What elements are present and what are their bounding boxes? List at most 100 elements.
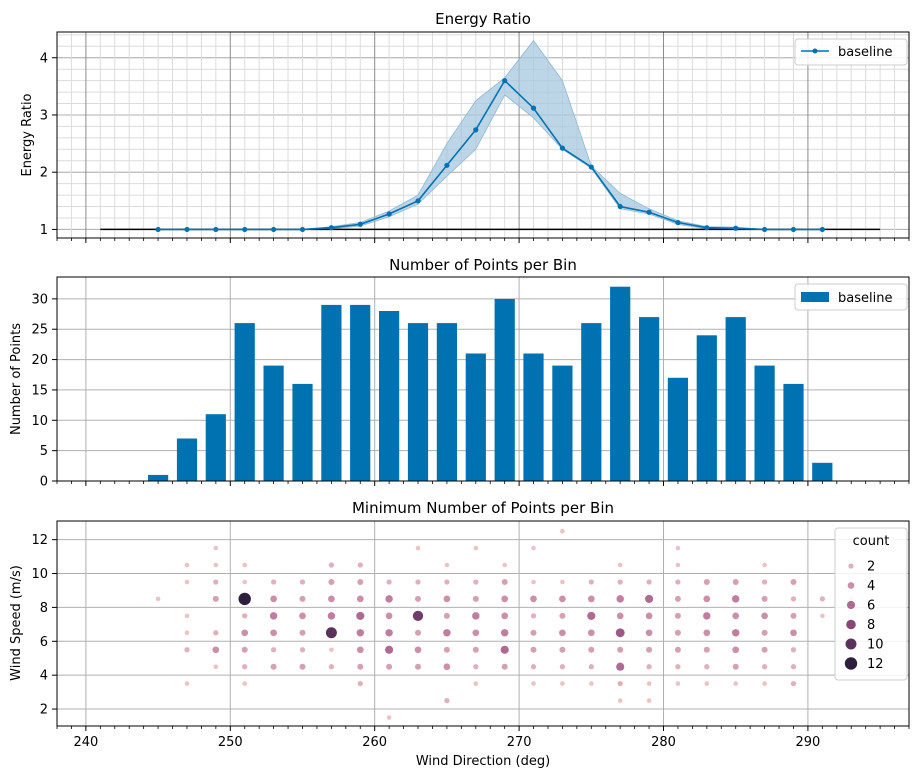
scatter-point — [213, 664, 219, 669]
scatter-point — [617, 579, 623, 585]
scatter-point — [443, 629, 451, 637]
scatter-point — [386, 715, 392, 720]
min-points-ylabel: Wind Speed (m/s) — [9, 565, 24, 681]
scatter-point — [299, 629, 306, 636]
scatter-point — [443, 646, 450, 653]
points-per-bin-yticks: 0 5 10 15 20 25 30 — [31, 292, 57, 490]
scatter-point — [560, 681, 565, 686]
scatter-point — [242, 562, 247, 568]
scatter-point — [616, 662, 625, 671]
points-per-bin-frame — [56, 276, 910, 482]
scatter-point — [328, 664, 335, 670]
energy-ratio-legend-box — [794, 38, 908, 66]
scatter-point — [732, 646, 740, 654]
y-tick-label: 5 — [40, 444, 48, 459]
scatter-point — [645, 629, 653, 637]
scatter-point — [414, 663, 422, 670]
scatter-point — [385, 595, 393, 603]
data-point — [790, 226, 797, 233]
points-per-bin-legend: baseline — [794, 283, 908, 311]
data-point — [819, 226, 825, 233]
scatter-point — [762, 562, 767, 568]
scatter-point — [414, 629, 422, 636]
scatter-point — [559, 629, 566, 637]
bar — [754, 365, 775, 481]
scatter-point — [212, 646, 220, 654]
bar — [379, 311, 400, 481]
legend-label: 12 — [867, 657, 884, 672]
scatter-point — [444, 579, 450, 585]
energy-ratio-legend: baseline — [794, 38, 908, 66]
scatter-point — [761, 579, 768, 585]
scatter-point — [329, 647, 334, 653]
scatter-point — [646, 579, 652, 585]
x-tick-label: 290 — [796, 735, 821, 750]
y-tick-label: 20 — [31, 353, 48, 368]
scatter-point — [270, 663, 277, 670]
legend-marker — [847, 582, 855, 589]
legend-marker — [846, 600, 856, 610]
scatter-point — [761, 629, 768, 636]
scatter-point — [242, 664, 248, 670]
energy-ratio-legend-marker — [812, 48, 818, 54]
scatter-point — [559, 612, 566, 619]
points-per-bin-title: Number of Points per Bin — [389, 256, 577, 274]
scatter-point — [733, 681, 738, 686]
y-tick-label: 25 — [31, 323, 48, 338]
scatter-point — [443, 612, 450, 619]
points-per-bin-legend-box — [794, 283, 908, 311]
scatter-point — [356, 595, 364, 603]
scatter-point — [762, 681, 767, 686]
energy-ratio-frame — [56, 31, 910, 239]
data-point — [502, 78, 508, 84]
scatter-point — [473, 545, 479, 551]
y-tick-label: 2 — [40, 166, 48, 181]
scatter-point — [213, 579, 219, 585]
data-point — [617, 203, 623, 210]
y-tick-label: 8 — [40, 601, 48, 616]
bar — [812, 462, 833, 481]
legend-label: 10 — [867, 638, 884, 653]
scatter-point — [386, 579, 392, 585]
scatter-point — [675, 664, 681, 670]
scatter-point — [761, 595, 768, 602]
scatter-point — [560, 579, 565, 585]
scatter-point — [617, 680, 623, 687]
scatter-point — [615, 628, 625, 638]
y-tick-label: 10 — [31, 414, 48, 429]
bar — [465, 353, 486, 481]
energy-ratio-yticks: 1 2 3 4 — [40, 51, 57, 238]
scatter-point — [530, 613, 537, 619]
scatter-point — [703, 629, 711, 637]
points-per-bin-legend-label: baseline — [838, 291, 892, 306]
scatter-point — [412, 610, 424, 622]
scatter-point — [731, 595, 740, 603]
scatter-point — [616, 612, 624, 620]
scatter-point — [238, 592, 251, 606]
data-point — [213, 226, 219, 233]
scatter-point — [473, 681, 479, 686]
scatter-point — [588, 664, 594, 670]
data-point — [646, 209, 652, 215]
scatter-point — [617, 562, 623, 568]
scatter-point — [501, 595, 509, 603]
points-per-bin-panel: 0 5 10 15 20 25 30 Number of Points per Bin Nu… — [9, 256, 910, 490]
scatter-point — [790, 612, 797, 619]
scatter-point — [790, 647, 797, 653]
bar — [148, 474, 169, 481]
scatter-point — [559, 646, 566, 653]
scatter-point — [443, 595, 451, 603]
data-point — [328, 225, 334, 231]
scatter-point — [184, 579, 190, 585]
scatter-point — [531, 579, 536, 585]
scatter-point — [820, 613, 825, 619]
x-tick-label: 270 — [507, 735, 532, 750]
scatter-point — [270, 647, 277, 653]
legend-marker — [848, 563, 854, 569]
scatter-point — [617, 698, 623, 703]
scatter-point — [213, 545, 219, 551]
scatter-point — [212, 595, 219, 602]
legend-label: 2 — [867, 560, 875, 575]
y-tick-label: 1 — [40, 223, 48, 238]
scatter-point — [674, 595, 681, 602]
